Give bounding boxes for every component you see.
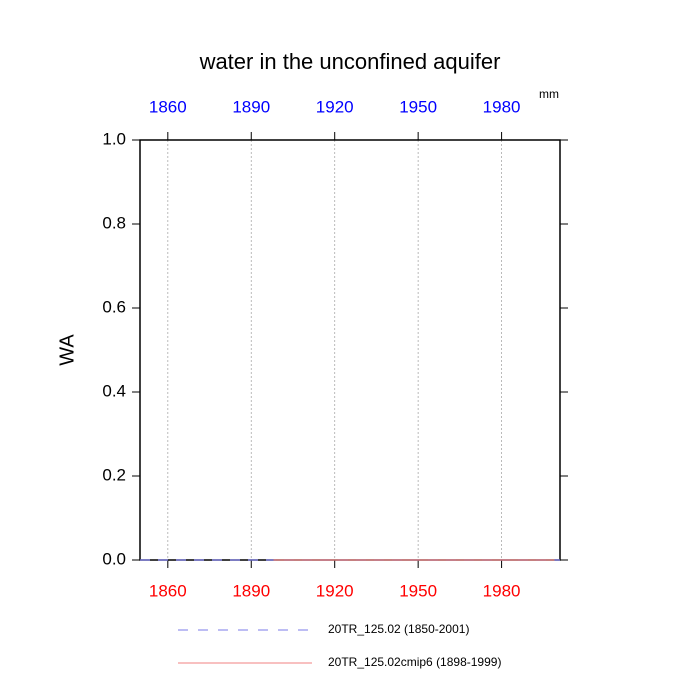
- y-tick-label: 1.0: [102, 129, 126, 148]
- y-tick-label: 0.6: [102, 297, 126, 316]
- y-tick-label: 0.0: [102, 549, 126, 568]
- x-tick-label-top: 1980: [483, 97, 521, 116]
- x-tick-label-top: 1920: [316, 97, 354, 116]
- x-tick-label: 1920: [316, 581, 354, 600]
- x-tick-label-top: 1890: [232, 97, 270, 116]
- legend-label: 20TR_125.02cmip6 (1898-1999): [328, 655, 501, 669]
- x-tick-label: 1860: [149, 581, 187, 600]
- y-tick-label: 0.8: [102, 213, 126, 232]
- y-tick-label: 0.2: [102, 465, 126, 484]
- x-tick-label: 1950: [399, 581, 437, 600]
- legend-label: 20TR_125.02 (1850-2001): [328, 622, 469, 636]
- x-tick-label-top: 1860: [149, 97, 187, 116]
- x-tick-label: 1980: [483, 581, 521, 600]
- y-tick-label: 0.4: [102, 381, 126, 400]
- x-tick-label: 1890: [232, 581, 270, 600]
- y-axis-label: WA: [56, 334, 78, 366]
- chart-title: water in the unconfined aquifer: [199, 49, 501, 74]
- plot-frame: [139, 139, 561, 561]
- units: mm: [539, 87, 559, 101]
- x-tick-label-top: 1950: [399, 97, 437, 116]
